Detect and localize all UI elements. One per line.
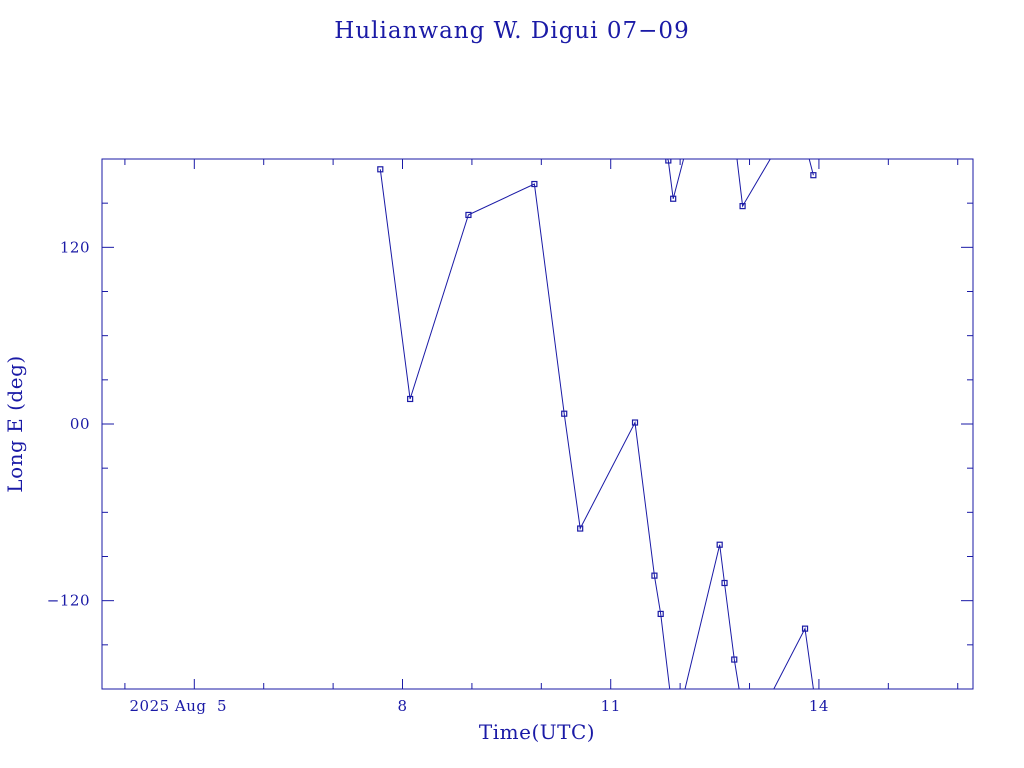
x-axis-label: Time(UTC) <box>479 720 595 744</box>
chart-title: Hulianwang W. Digui 07−09 <box>334 18 689 44</box>
data-point-marker <box>739 203 746 210</box>
data-point-marker <box>721 579 728 587</box>
x-tick-label: 14 <box>809 697 829 715</box>
data-point-marker <box>631 419 639 426</box>
data-point-marker <box>377 166 384 173</box>
y-tick-label: 120 <box>60 238 90 256</box>
data-point-marker <box>670 195 677 202</box>
series-line-segment <box>684 544 740 689</box>
x-tick-label: 8 <box>397 697 407 715</box>
data-point-marker <box>531 180 538 188</box>
data-point-marker <box>407 395 414 403</box>
data-point-marker <box>651 572 658 579</box>
data-point-marker <box>465 211 472 219</box>
y-axis-label: Long E (deg) <box>3 355 27 492</box>
data-point-marker <box>810 172 817 179</box>
data-point-marker <box>665 159 672 164</box>
y-tick-label: 00 <box>70 415 90 433</box>
series-longitude <box>377 159 817 689</box>
x-tick-label: 2025 Aug 5 <box>129 697 227 715</box>
series-line-segment <box>667 159 685 199</box>
axis-tick-labels: 2025 Aug 5 8 11 14 120 00 −120 <box>47 238 829 715</box>
data-point-marker <box>561 410 568 417</box>
axis-ticks <box>102 159 973 689</box>
data-point-marker <box>731 656 738 663</box>
data-point-marker <box>716 541 723 548</box>
data-point-marker <box>577 525 584 532</box>
data-point-marker <box>801 625 809 632</box>
plot-frame <box>101 158 974 690</box>
series-line-segment <box>379 169 671 689</box>
series-line-segment <box>773 626 814 689</box>
x-tick-label: 11 <box>601 697 621 715</box>
series-line-segment <box>736 159 771 208</box>
data-point-marker <box>657 610 664 618</box>
y-tick-label: −120 <box>47 592 90 610</box>
